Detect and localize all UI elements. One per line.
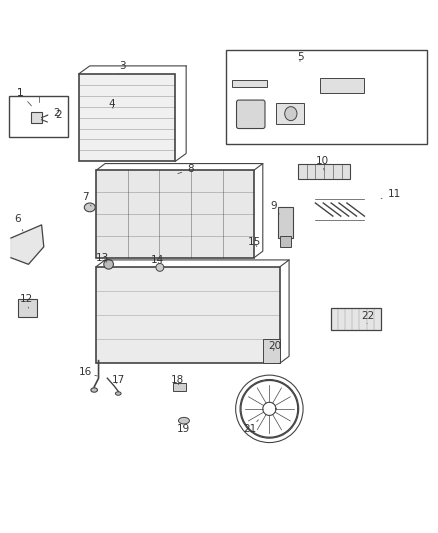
Text: 21: 21 (243, 420, 258, 434)
Bar (31, 112, 42, 123)
Ellipse shape (116, 392, 121, 395)
Text: 7: 7 (82, 192, 91, 206)
Bar (9, 96, 68, 138)
Text: 12: 12 (20, 294, 33, 308)
Ellipse shape (91, 388, 97, 392)
Text: 10: 10 (315, 156, 328, 170)
Text: 1: 1 (16, 87, 23, 98)
Bar (276, 103, 304, 124)
Text: 14: 14 (151, 255, 164, 265)
Text: 20: 20 (268, 341, 282, 351)
Text: 18: 18 (171, 375, 184, 385)
Text: 22: 22 (361, 311, 374, 324)
Text: 4: 4 (108, 100, 115, 109)
Text: 11: 11 (381, 189, 401, 199)
Ellipse shape (178, 417, 189, 424)
Text: 8: 8 (178, 164, 194, 174)
Bar (298, 164, 350, 179)
Text: 9: 9 (270, 201, 279, 214)
Ellipse shape (285, 107, 297, 120)
Text: 15: 15 (247, 237, 261, 247)
FancyBboxPatch shape (237, 100, 265, 128)
Bar (263, 339, 280, 363)
Bar (331, 308, 381, 330)
Bar (226, 50, 427, 144)
Text: 3: 3 (118, 61, 126, 74)
Text: 2: 2 (46, 108, 60, 118)
Text: 13: 13 (96, 253, 110, 263)
Ellipse shape (104, 260, 113, 269)
Text: 5: 5 (297, 52, 304, 62)
Text: 17: 17 (112, 375, 125, 385)
Bar (96, 170, 254, 258)
Bar (280, 236, 291, 247)
Text: 19: 19 (177, 424, 190, 434)
Text: 2: 2 (56, 110, 62, 120)
Bar (278, 207, 293, 238)
Bar (320, 78, 364, 93)
Bar (96, 266, 280, 363)
Text: 1: 1 (16, 87, 32, 106)
Bar (18, 300, 37, 317)
Bar (79, 74, 175, 161)
Bar (232, 80, 267, 87)
Text: 6: 6 (14, 214, 23, 231)
Ellipse shape (84, 203, 95, 212)
Text: 16: 16 (79, 367, 97, 377)
Bar (173, 383, 186, 391)
Polygon shape (11, 225, 44, 264)
Ellipse shape (156, 263, 164, 271)
